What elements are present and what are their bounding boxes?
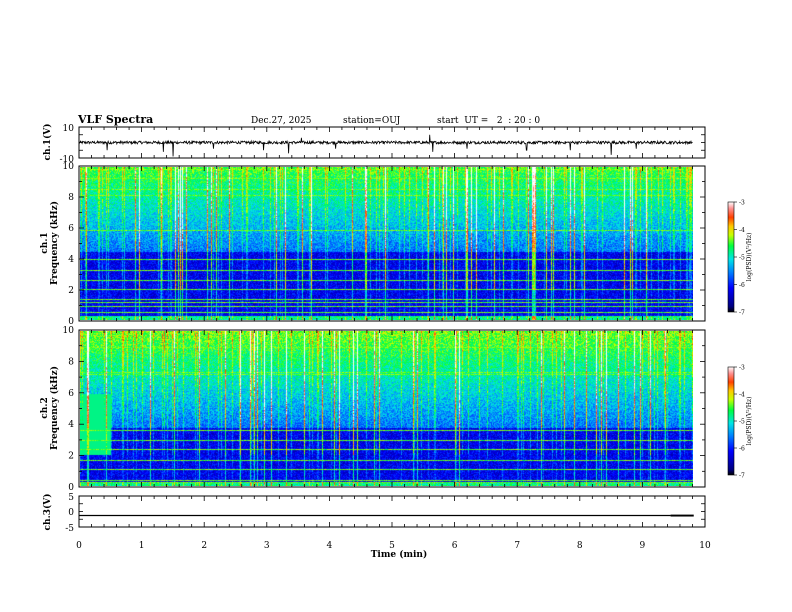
colorbar-tick-label: -4 — [739, 392, 745, 399]
x-tick-label: 4 — [327, 541, 333, 551]
ch3-ticks — [78, 496, 706, 527]
colorbar-tick-label: -5 — [739, 419, 745, 426]
ch2-spectrogram-ylabel-frequency: Frequency (kHz) — [49, 366, 60, 450]
x-tick-label: 0 — [76, 541, 82, 551]
y-tick-label: 10 — [63, 326, 75, 336]
x-tick-label: 1 — [139, 541, 145, 551]
ch2-spectrogram-ylabel-channel: ch.2 — [40, 397, 50, 418]
ch1-spectrogram-image — [80, 167, 693, 320]
ch1-colorbar: -3 -4 -5 -6 -7 log(PSD)(V²/Hz) — [727, 200, 753, 317]
colorbar-tick-label: -5 — [739, 255, 745, 262]
x-tick-label: 10 — [699, 541, 711, 551]
figure-start-time: start UT = 2 : 20 : 0 — [437, 116, 540, 126]
y-tick-label: 8 — [68, 193, 74, 203]
x-tick-label: 3 — [264, 541, 270, 551]
ch1-spectrogram-ticks — [78, 165, 706, 322]
y-tick-label: 10 — [63, 162, 75, 172]
x-tick-label: 8 — [577, 541, 583, 551]
ch3-ytick-bottom: -5 — [65, 524, 74, 534]
ch1-colorbar-label: log(PSD)(V²/Hz) — [746, 233, 753, 282]
ch2-colorbar: -3 -4 -5 -6 -7 log(PSD)(V²/Hz) — [727, 365, 753, 480]
ch2-colorbar-tick-labels: -3 -4 -5 -6 -7 — [734, 365, 745, 480]
ch1-ticks — [78, 127, 706, 158]
ch3-panel: 5 0 -5 ch.3(V) 0 1 2 3 4 5 6 7 8 9 10 Time (min) — [42, 493, 711, 560]
ch2-colorbar-scale — [727, 366, 735, 476]
y-tick-label: 0 — [68, 317, 74, 327]
figure-date: Dec.27, 2025 — [251, 116, 312, 126]
colorbar-tick-label: -6 — [739, 446, 745, 453]
x-tick-label: 7 — [514, 541, 520, 551]
y-tick-label: 8 — [68, 357, 74, 367]
ch3-ytick-top: 5 — [68, 493, 74, 503]
ch1-spectrogram-panel: 0 2 4 6 8 10 ch.1 Frequency (kHz) — [40, 162, 706, 327]
ch2-colorbar-label: log(PSD)(V²/Hz) — [746, 397, 753, 446]
ch1-ylabel: ch.1(V) — [42, 124, 53, 161]
colorbar-tick-label: -7 — [739, 473, 745, 480]
colorbar-tick-label: -3 — [739, 365, 745, 372]
y-tick-label: 4 — [68, 255, 74, 265]
x-tick-label: 6 — [452, 541, 458, 551]
ch2-spectrogram-ytick-labels: 0 2 4 6 8 10 — [63, 326, 75, 493]
y-tick-label: 6 — [68, 389, 74, 399]
colorbar-tick-label: -3 — [739, 200, 745, 207]
figure-title: VLF Spectra — [77, 113, 153, 126]
ch3-ytick-mid: 0 — [68, 508, 74, 518]
x-tick-label: 2 — [201, 541, 207, 551]
ch1-colorbar-scale — [727, 201, 735, 313]
ch1-spectrogram-ylabel-channel: ch.1 — [40, 232, 50, 253]
ch1-waveform-line — [78, 134, 693, 157]
figure-station: station=OUJ — [343, 116, 401, 126]
ch1-colorbar-tick-labels: -3 -4 -5 -6 -7 — [734, 200, 745, 317]
ch1-spectrogram-ytick-labels: 0 2 4 6 8 10 — [63, 162, 75, 327]
ch2-spectrogram-ticks — [78, 329, 706, 488]
x-tick-label: 9 — [640, 541, 646, 551]
y-tick-label: 6 — [68, 224, 74, 234]
ch1-spectrogram-ylabel-frequency: Frequency (kHz) — [49, 201, 60, 285]
x-axis-label: Time (min) — [371, 549, 428, 560]
ch3-step-segment — [670, 514, 694, 517]
y-tick-label: 4 — [68, 420, 74, 430]
ch1-panel: 10 -10 ch.1(V) — [42, 124, 706, 165]
colorbar-tick-label: -4 — [739, 227, 745, 234]
ch1-ytick-top: 10 — [63, 124, 75, 134]
y-tick-label: 0 — [68, 483, 74, 493]
colorbar-tick-label: -7 — [739, 310, 745, 317]
y-tick-label: 2 — [68, 452, 74, 462]
ch2-spectrogram-panel: 0 2 4 6 8 10 ch.2 Frequency (kHz) — [40, 326, 706, 493]
y-tick-label: 2 — [68, 286, 74, 296]
x-axis-tick-labels: 0 1 2 3 4 5 6 7 8 9 10 — [76, 541, 711, 551]
ch3-ylabel: ch.3(V) — [42, 494, 53, 531]
ch2-spectrogram-image — [80, 331, 693, 486]
x-tick-label: 5 — [389, 541, 395, 551]
ch1-ytick-bottom: -10 — [60, 155, 75, 165]
colorbar-tick-label: -6 — [739, 282, 745, 289]
